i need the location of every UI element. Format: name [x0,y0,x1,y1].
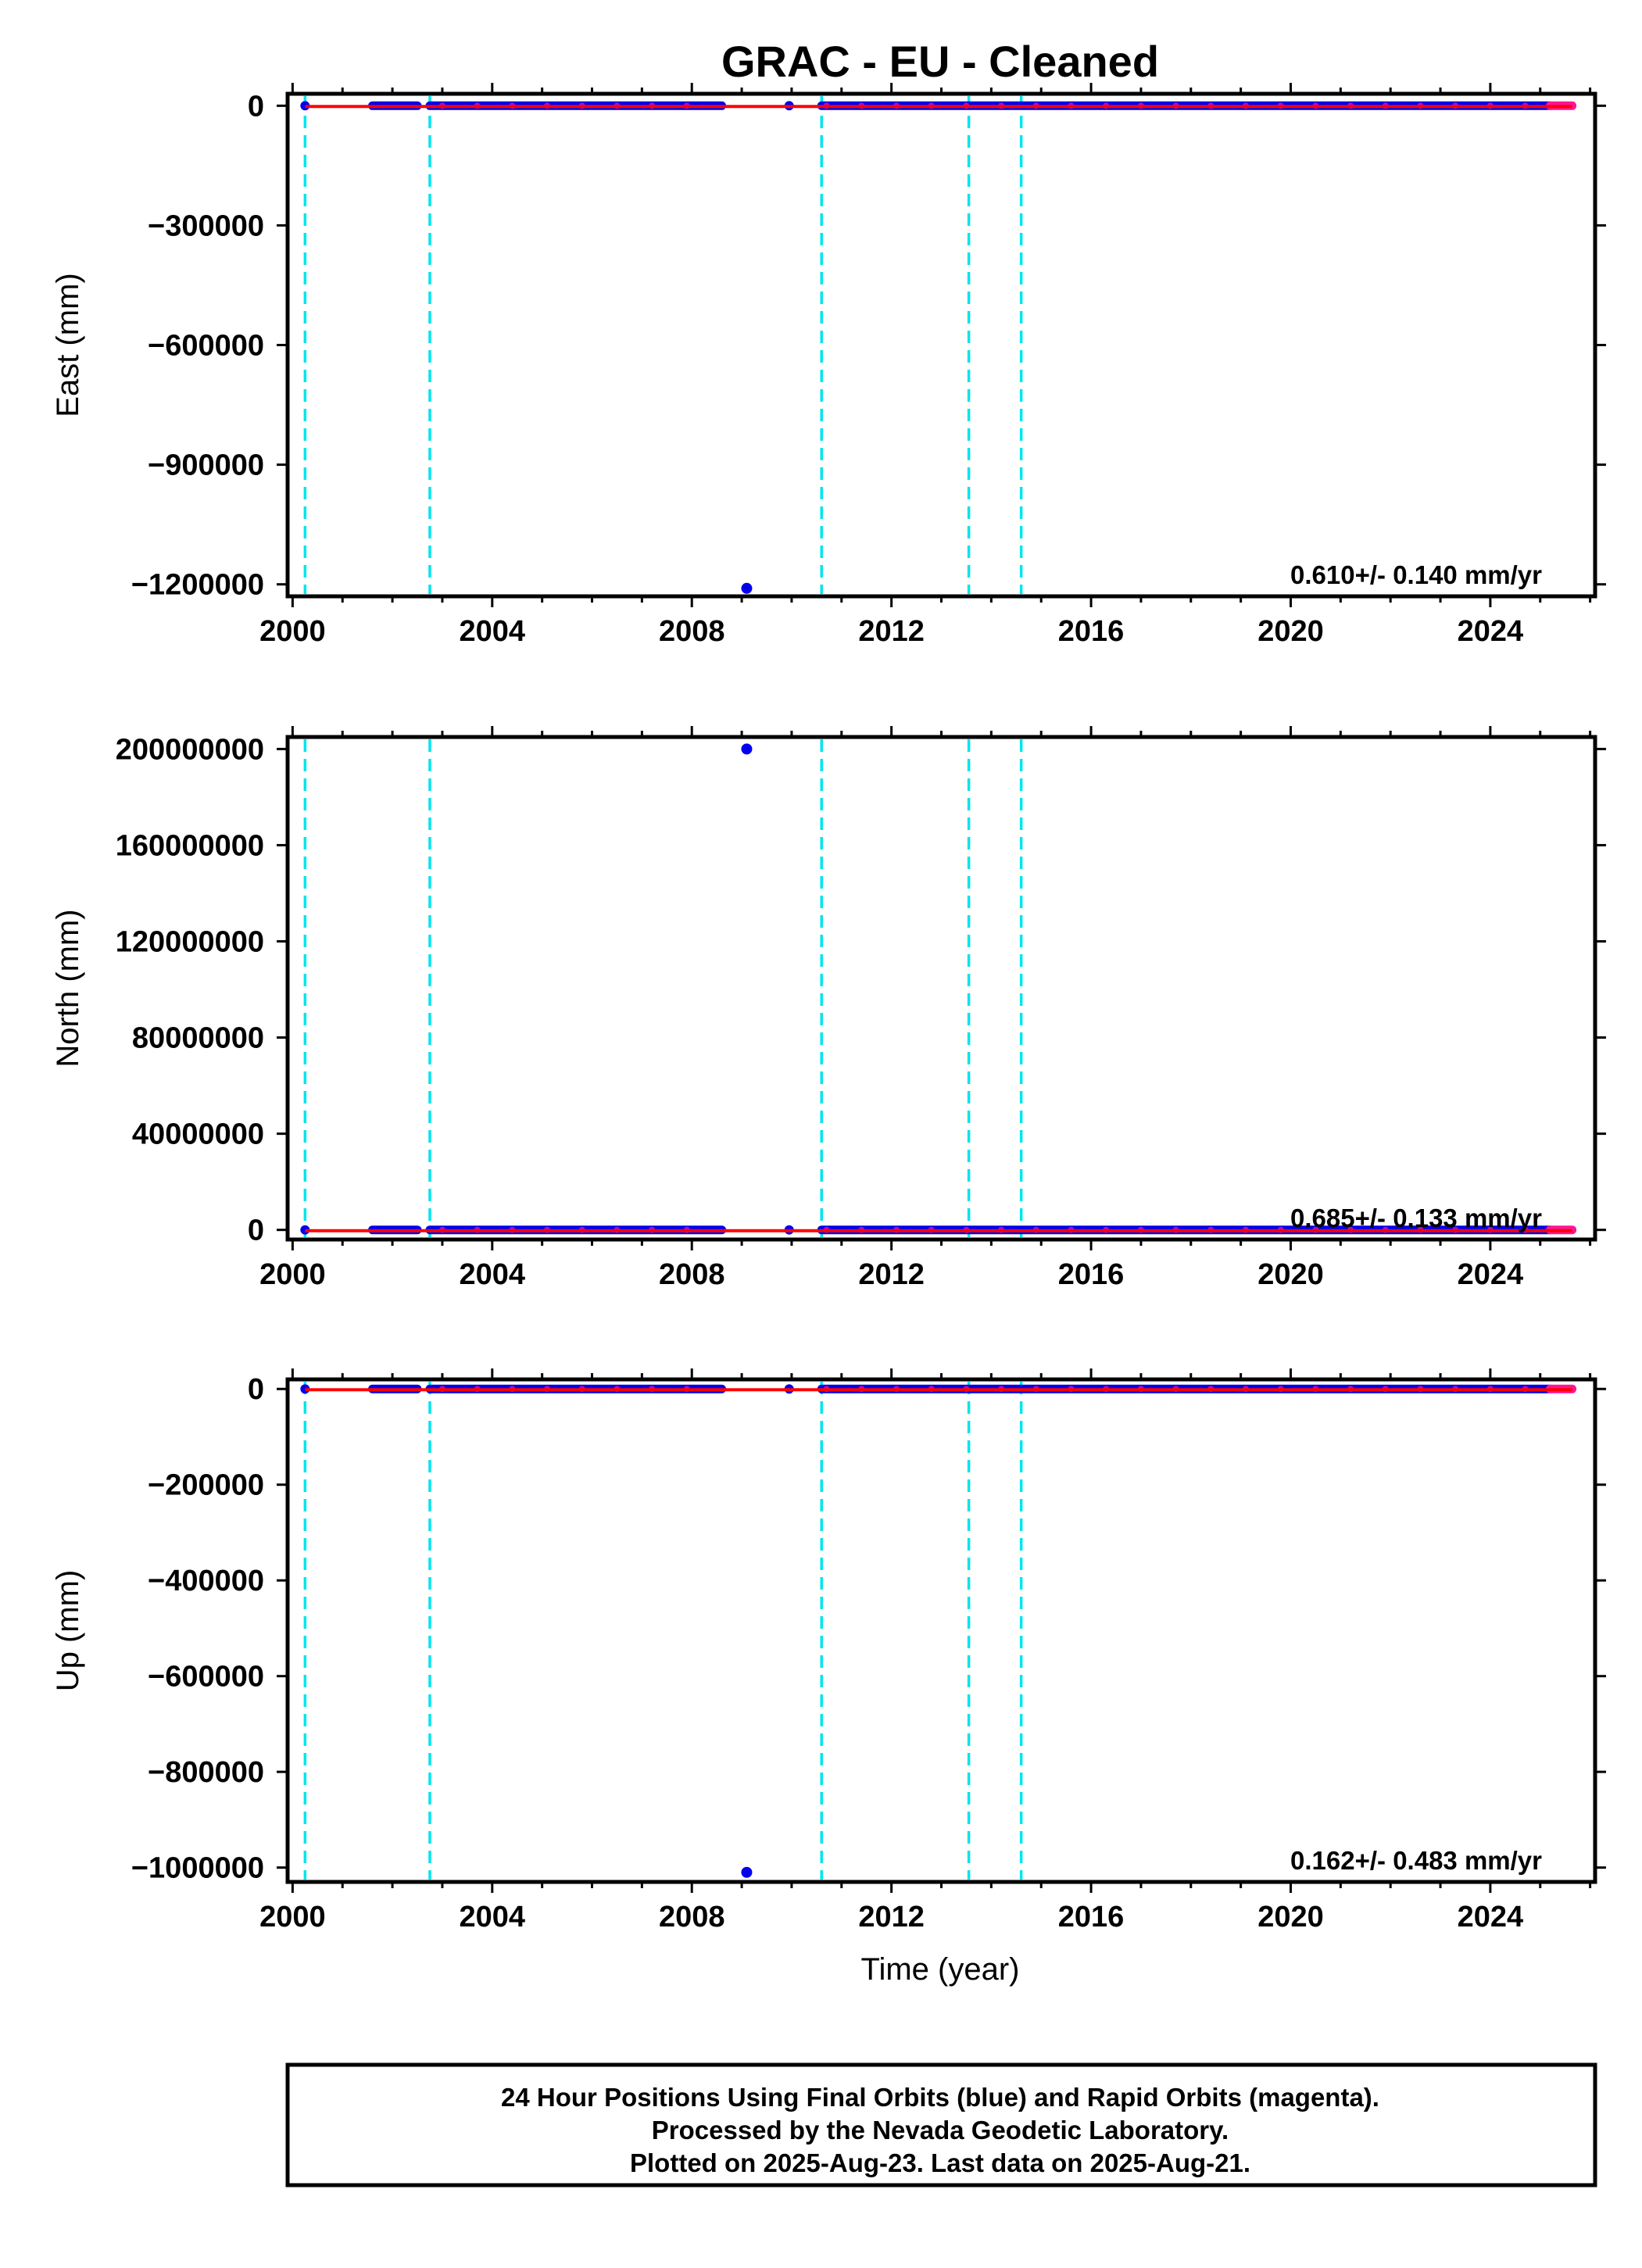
x-axis-title: Time (year) [861,1952,1020,1987]
plot-area [288,94,1595,596]
y-tick-label: −900000 [148,449,264,482]
x-tick-label: 2016 [1058,615,1125,648]
outlier-point [741,1866,753,1878]
footer-box: 24 Hour Positions Using Final Orbits (bl… [285,2062,1597,2188]
rate-annotation-east: 0.610+/- 0.140 mm/yr [1290,560,1542,589]
x-tick-label: 2008 [659,615,725,648]
y-tick-label: −600000 [148,330,264,363]
x-tick-label: 2016 [1058,1901,1125,1934]
x-tick-label: 2024 [1458,615,1524,648]
x-tick-label: 2020 [1257,1258,1324,1291]
y-tick-label: 0 [248,90,264,123]
y-tick-label: −300000 [148,209,264,242]
x-tick-label: 2012 [858,1901,925,1934]
x-tick-label: 2000 [259,1901,326,1934]
footer-line-3: Plotted on 2025-Aug-23. Last data on 202… [630,2148,1250,2177]
y-tick-label: 0 [248,1214,264,1247]
panel-north: 2000 2004 2008 2012 2016 2020 2024 200000000 160… [51,726,1606,1291]
x-tick-label: 2012 [858,1258,925,1291]
x-tick-label: 2004 [460,1258,526,1291]
chart-title: GRAC - EU - Cleaned [721,37,1159,86]
y-tick-label: −1200000 [131,569,264,602]
x-tick-label: 2008 [659,1258,725,1291]
y-axis-title-east: East (mm) [51,273,85,417]
outlier-point [741,582,753,594]
x-tick-label: 2020 [1257,1901,1324,1934]
rate-annotation-up: 0.162+/- 0.483 mm/yr [1290,1846,1542,1875]
y-tick-label: 0 [248,1373,264,1406]
outlier-point [741,743,753,755]
panel-east: 2000 2004 2008 2012 2016 2020 2024 0 −300000 −600… [51,83,1606,648]
panels: 2000 2004 2008 2012 2016 2020 2024 0 −300000 −600… [51,83,1606,1934]
x-tick-label: 2000 [259,615,326,648]
y-tick-label: 40000000 [132,1118,264,1151]
plot-area [288,737,1595,1240]
x-tick-label: 2004 [460,1901,526,1934]
rate-annotation-north: 0.685+/- 0.133 mm/yr [1290,1204,1542,1232]
x-tick-label: 2020 [1257,615,1324,648]
y-axis-title-up: Up (mm) [51,1570,85,1692]
footer-line-2: Processed by the Nevada Geodetic Laborat… [652,2116,1229,2145]
plot-area [288,1379,1595,1882]
x-tick-label: 2012 [858,615,925,648]
y-tick-label: 120000000 [116,926,264,959]
panel-up: 2000 2004 2008 2012 2016 2020 2024 0 −200000 −400… [51,1368,1606,1934]
x-tick-label: 2024 [1458,1901,1524,1934]
y-tick-label: −800000 [148,1756,264,1789]
y-tick-label: −1000000 [131,1852,264,1885]
footer-frame [285,2062,1597,2188]
footer-line-1: 24 Hour Positions Using Final Orbits (bl… [501,2083,1379,2112]
x-tick-label: 2016 [1058,1258,1125,1291]
y-tick-label: −600000 [148,1661,264,1694]
y-tick-label: 160000000 [116,829,264,862]
x-tick-label: 2004 [460,615,526,648]
x-tick-label: 2000 [259,1258,326,1291]
y-tick-label: −200000 [148,1469,264,1502]
y-tick-label: 200000000 [116,733,264,766]
y-tick-label: −400000 [148,1565,264,1597]
x-tick-label: 2024 [1458,1258,1524,1291]
x-tick-label: 2008 [659,1901,725,1934]
y-axis-title-north: North (mm) [51,909,85,1067]
y-tick-label: 80000000 [132,1022,264,1055]
